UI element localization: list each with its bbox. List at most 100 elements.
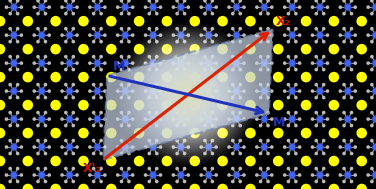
Ellipse shape <box>366 89 370 93</box>
Ellipse shape <box>283 89 287 93</box>
Ellipse shape <box>171 145 175 149</box>
Ellipse shape <box>0 156 5 166</box>
Ellipse shape <box>259 139 262 142</box>
Ellipse shape <box>366 61 370 65</box>
Ellipse shape <box>71 0 75 2</box>
Ellipse shape <box>116 33 120 37</box>
Ellipse shape <box>162 156 172 166</box>
Ellipse shape <box>120 139 123 142</box>
Ellipse shape <box>350 96 353 99</box>
Ellipse shape <box>238 152 242 155</box>
Ellipse shape <box>350 0 353 2</box>
Ellipse shape <box>231 111 235 114</box>
Ellipse shape <box>20 145 23 149</box>
Ellipse shape <box>134 156 144 166</box>
Ellipse shape <box>127 124 131 127</box>
Ellipse shape <box>75 61 79 65</box>
Ellipse shape <box>261 4 268 11</box>
Ellipse shape <box>238 180 242 183</box>
Ellipse shape <box>50 156 61 166</box>
Ellipse shape <box>150 32 156 39</box>
Ellipse shape <box>266 139 270 142</box>
Ellipse shape <box>171 5 175 9</box>
Ellipse shape <box>147 124 151 127</box>
Ellipse shape <box>322 96 326 99</box>
Ellipse shape <box>99 68 103 71</box>
Ellipse shape <box>199 89 203 93</box>
Ellipse shape <box>36 55 40 58</box>
Ellipse shape <box>92 12 96 15</box>
Ellipse shape <box>183 27 186 30</box>
Ellipse shape <box>227 145 231 149</box>
Ellipse shape <box>155 27 159 30</box>
Ellipse shape <box>370 68 374 71</box>
Ellipse shape <box>8 55 12 58</box>
Ellipse shape <box>203 55 207 58</box>
Ellipse shape <box>5 89 8 93</box>
Ellipse shape <box>353 145 357 149</box>
Ellipse shape <box>11 4 17 11</box>
Ellipse shape <box>44 111 47 114</box>
Ellipse shape <box>199 61 203 65</box>
Ellipse shape <box>231 180 235 183</box>
Ellipse shape <box>120 180 123 183</box>
Ellipse shape <box>78 156 89 166</box>
Ellipse shape <box>106 156 117 166</box>
Ellipse shape <box>155 55 159 58</box>
Ellipse shape <box>199 5 203 9</box>
Ellipse shape <box>11 88 17 94</box>
Ellipse shape <box>217 128 228 138</box>
Ellipse shape <box>120 40 123 43</box>
Ellipse shape <box>353 33 357 37</box>
Ellipse shape <box>92 152 96 155</box>
Ellipse shape <box>350 167 353 170</box>
Ellipse shape <box>116 5 120 9</box>
Ellipse shape <box>99 0 103 2</box>
Ellipse shape <box>233 116 240 122</box>
Ellipse shape <box>301 184 311 189</box>
Ellipse shape <box>298 33 302 37</box>
Ellipse shape <box>270 173 274 177</box>
Ellipse shape <box>144 145 147 149</box>
Ellipse shape <box>36 139 40 142</box>
Ellipse shape <box>32 117 36 121</box>
Ellipse shape <box>159 33 162 37</box>
Ellipse shape <box>94 4 101 11</box>
Ellipse shape <box>134 44 144 54</box>
Ellipse shape <box>177 84 199 105</box>
Ellipse shape <box>214 61 218 65</box>
Ellipse shape <box>50 100 61 110</box>
Ellipse shape <box>203 0 207 2</box>
Ellipse shape <box>199 145 203 149</box>
Ellipse shape <box>242 61 246 65</box>
Ellipse shape <box>344 144 351 150</box>
Ellipse shape <box>353 117 357 121</box>
Ellipse shape <box>370 111 374 114</box>
Ellipse shape <box>8 139 12 142</box>
Ellipse shape <box>329 44 339 54</box>
Ellipse shape <box>329 72 339 82</box>
Ellipse shape <box>342 83 346 86</box>
Ellipse shape <box>342 68 346 71</box>
Ellipse shape <box>155 152 159 155</box>
Ellipse shape <box>317 88 323 94</box>
Ellipse shape <box>32 33 36 37</box>
Ellipse shape <box>135 41 241 148</box>
Ellipse shape <box>155 0 159 2</box>
Ellipse shape <box>356 72 367 82</box>
Ellipse shape <box>44 27 47 30</box>
Ellipse shape <box>217 156 228 166</box>
Ellipse shape <box>186 89 190 93</box>
Ellipse shape <box>122 172 129 178</box>
Ellipse shape <box>366 173 370 177</box>
Ellipse shape <box>238 55 242 58</box>
Ellipse shape <box>64 55 68 58</box>
Ellipse shape <box>23 16 33 26</box>
Ellipse shape <box>214 145 218 149</box>
Ellipse shape <box>266 152 270 155</box>
Ellipse shape <box>75 117 79 121</box>
Ellipse shape <box>287 55 290 58</box>
Ellipse shape <box>16 167 20 170</box>
Ellipse shape <box>66 32 73 39</box>
Ellipse shape <box>175 27 179 30</box>
